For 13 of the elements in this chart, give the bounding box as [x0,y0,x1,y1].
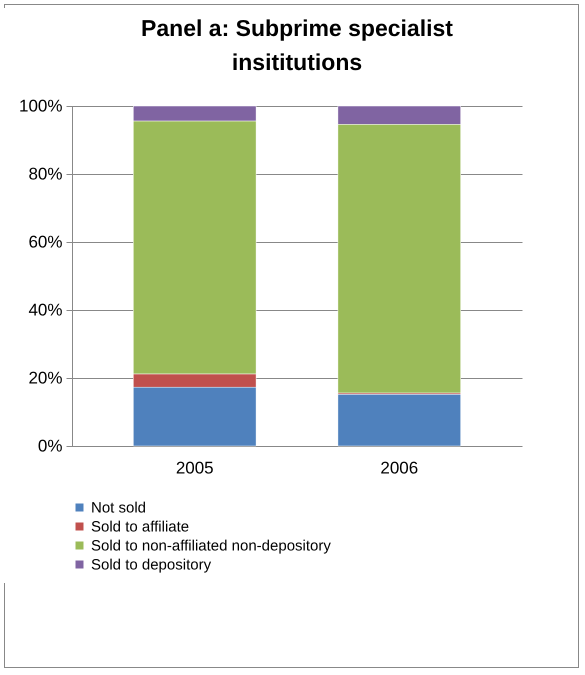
legend-label: Sold to non-affiliated non-depository [91,538,332,554]
legend-label: Not sold [91,500,146,516]
y-tick-label: 100% [19,96,62,116]
y-tick-label: 40% [28,300,62,320]
legend-label: Sold to depository [91,556,212,574]
y-tick-label: 80% [28,164,62,184]
y-tick-label: 60% [28,232,62,252]
y-tick-label: 0% [38,436,62,456]
x-tick-label: 2006 [380,458,418,478]
x-tick-label: 2005 [176,458,214,478]
legend-label: Sold to affiliate [91,518,190,536]
y-tick-label: 20% [28,368,62,388]
chart-title: Panel a: Subprime specialist insititutions [141,15,454,75]
